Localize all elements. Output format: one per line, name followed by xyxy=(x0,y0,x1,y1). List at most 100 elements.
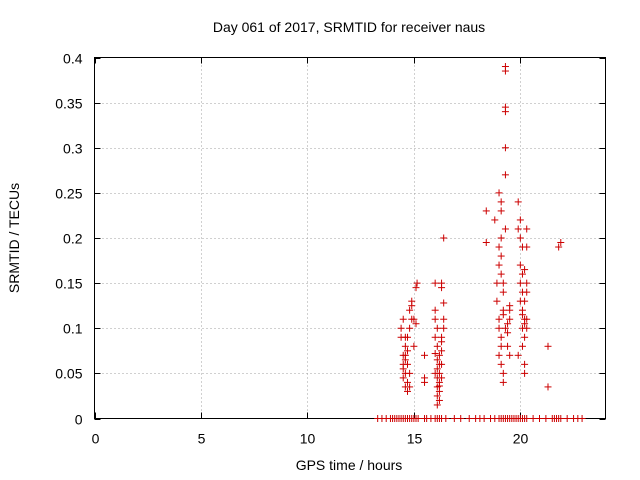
data-point xyxy=(412,284,420,292)
data-point xyxy=(412,320,420,328)
data-point xyxy=(506,315,514,323)
data-point xyxy=(523,279,531,287)
data-point xyxy=(457,415,465,422)
data-point xyxy=(410,315,418,323)
data-point xyxy=(431,369,439,377)
data-point xyxy=(431,350,439,358)
data-point xyxy=(493,297,501,305)
data-point xyxy=(499,311,507,319)
data-point xyxy=(516,234,524,242)
data-point xyxy=(521,320,529,328)
data-point xyxy=(497,207,505,215)
data-point xyxy=(523,315,531,323)
data-point xyxy=(501,108,509,116)
axis-ticks: 0 0.05 0.1 0.15 0.2 0.25 0.3 0.35 0.4 0 5 10 15 20 xyxy=(55,51,606,447)
data-point xyxy=(521,369,529,377)
data-point xyxy=(495,243,503,251)
data-point xyxy=(523,243,531,251)
data-point xyxy=(544,383,552,391)
x-tick-label: 10 xyxy=(300,431,316,447)
data-point xyxy=(501,144,509,152)
data-point xyxy=(399,351,407,359)
data-point xyxy=(431,306,439,314)
data-point xyxy=(433,401,441,409)
data-point xyxy=(406,383,414,391)
data-point xyxy=(578,415,586,422)
y-tick-label: 0.2 xyxy=(63,231,83,247)
data-point xyxy=(406,306,414,314)
x-tick-label: 15 xyxy=(407,431,423,447)
data-point xyxy=(401,342,409,350)
data-point xyxy=(514,351,522,359)
data-point xyxy=(401,356,409,364)
data-point xyxy=(501,324,509,332)
data-point xyxy=(501,171,509,179)
data-point xyxy=(433,356,441,364)
data-point xyxy=(504,329,512,337)
data-point xyxy=(403,360,411,368)
data-point xyxy=(406,324,414,332)
data-point xyxy=(495,261,503,269)
data-point xyxy=(563,415,571,422)
data-point xyxy=(421,351,429,359)
data-point xyxy=(501,225,509,233)
data-point xyxy=(514,225,522,233)
data-point xyxy=(497,234,505,242)
data-point xyxy=(516,279,524,287)
data-point xyxy=(482,207,490,215)
data-point xyxy=(497,360,505,368)
data-point xyxy=(399,374,407,382)
data-point xyxy=(497,198,505,206)
data-point xyxy=(557,415,565,422)
data-point xyxy=(435,351,443,359)
data-point xyxy=(433,324,441,332)
data-point xyxy=(495,315,503,323)
data-point xyxy=(497,333,505,341)
data-point xyxy=(523,415,531,422)
data-points xyxy=(374,63,586,422)
y-tick-label: 0.4 xyxy=(63,51,83,67)
data-point xyxy=(529,415,537,422)
data-point xyxy=(518,270,526,278)
data-point xyxy=(480,415,488,422)
data-point xyxy=(499,288,507,296)
data-point xyxy=(521,360,529,368)
data-point xyxy=(440,324,448,332)
data-point xyxy=(438,284,446,292)
data-point xyxy=(499,378,507,386)
x-tick-label: 0 xyxy=(92,431,100,447)
data-point xyxy=(408,302,416,310)
data-point xyxy=(433,342,441,350)
data-point xyxy=(440,299,448,307)
data-point xyxy=(495,189,503,197)
data-point xyxy=(523,324,531,332)
data-point xyxy=(497,342,505,350)
chart-title: Day 061 of 2017, SRMTID for receiver nau… xyxy=(213,19,485,35)
data-point xyxy=(433,392,441,400)
data-point xyxy=(482,239,490,247)
data-point xyxy=(516,216,524,224)
data-point xyxy=(495,351,503,359)
data-point xyxy=(523,288,531,296)
y-tick-label: 0.3 xyxy=(63,141,83,157)
data-point xyxy=(403,378,411,386)
data-point xyxy=(414,415,422,422)
y-tick-label: 0.15 xyxy=(55,276,82,292)
x-axis-label: GPS time / hours xyxy=(296,457,403,473)
y-axis-label: SRMTID / TECUs xyxy=(6,183,22,293)
data-point xyxy=(523,225,531,233)
x-tick-label: 20 xyxy=(513,431,529,447)
data-point xyxy=(403,347,411,355)
data-point xyxy=(518,311,526,319)
data-point xyxy=(499,279,507,287)
data-point xyxy=(518,342,526,350)
data-point xyxy=(495,324,503,332)
data-point xyxy=(535,415,543,422)
data-point xyxy=(440,315,448,323)
data-point xyxy=(521,333,529,341)
data-point xyxy=(397,324,405,332)
data-point xyxy=(406,369,414,377)
data-point xyxy=(465,415,473,422)
data-point xyxy=(555,243,563,251)
